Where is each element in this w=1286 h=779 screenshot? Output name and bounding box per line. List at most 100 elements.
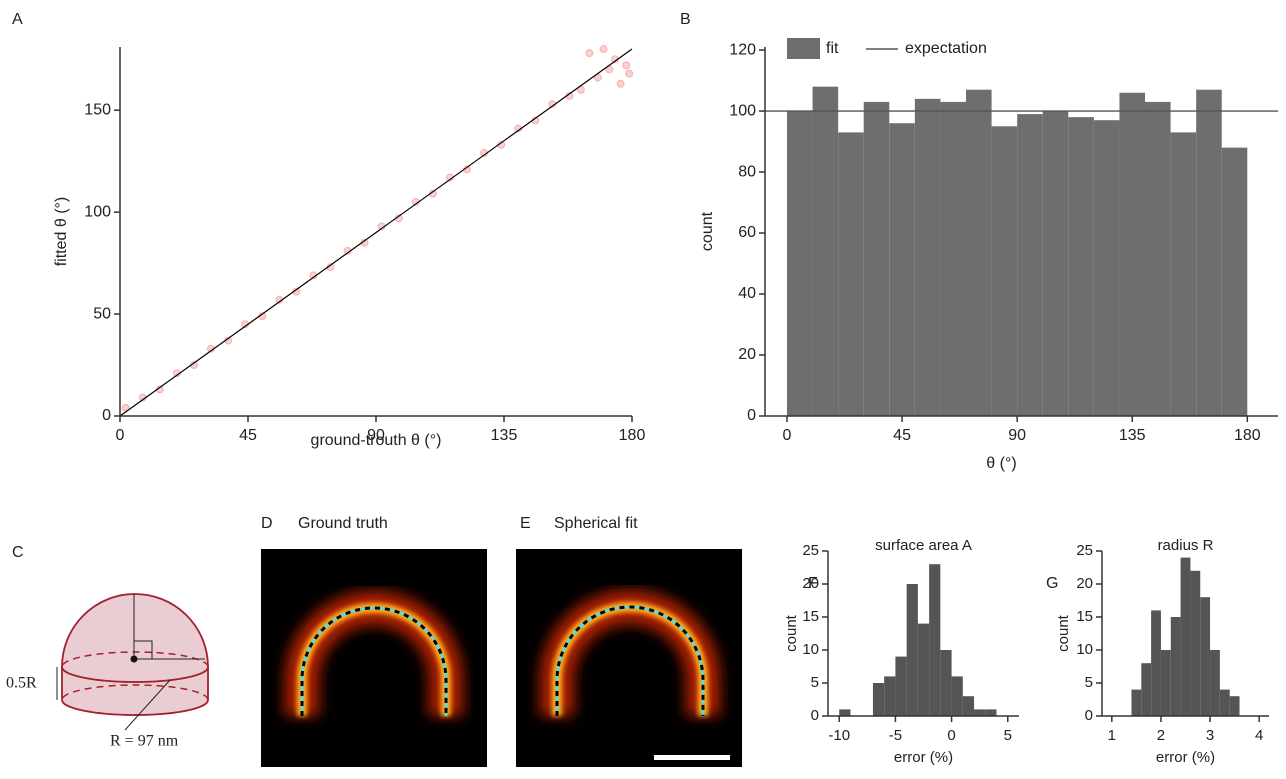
image-d <box>261 549 487 767</box>
panel-label: A <box>12 11 23 28</box>
panel-label: F <box>808 575 818 592</box>
histogram-bar <box>1221 147 1248 417</box>
histogram-bar <box>1141 663 1152 716</box>
x-tick-label: 90 <box>367 427 385 444</box>
histogram-bar <box>1170 132 1197 416</box>
x-tick-label: 4 <box>1255 727 1263 744</box>
panel-label: C <box>12 544 24 561</box>
radius-label: R = 97 nm <box>110 733 179 750</box>
y-tick-label: 25 <box>802 542 819 559</box>
histogram-bar <box>906 584 918 716</box>
histogram-bar <box>1196 89 1222 416</box>
histogram-bar <box>966 89 992 416</box>
scatter-point <box>622 61 631 70</box>
y-tick-label: 0 <box>747 407 756 424</box>
x-axis-label: θ (°) <box>986 455 1016 472</box>
y-tick-label: 15 <box>1076 608 1093 625</box>
histogram-bar <box>839 709 851 716</box>
y-tick-label: 100 <box>729 102 756 119</box>
y-axis-label: count <box>699 211 716 251</box>
histogram-bar <box>1160 650 1171 716</box>
y-tick-label: 5 <box>1085 674 1093 691</box>
histogram-bar <box>974 709 986 716</box>
panel-label: G <box>1046 575 1058 592</box>
histogram-bar <box>1190 570 1201 716</box>
y-tick-label: 50 <box>93 305 111 322</box>
histogram-bar <box>1229 696 1240 716</box>
y-tick-label: 80 <box>738 163 756 180</box>
x-tick-label: 45 <box>239 427 257 444</box>
y-tick-label: 150 <box>84 101 111 118</box>
x-tick-label: 5 <box>1004 727 1012 744</box>
y-tick-label: 0 <box>102 407 111 424</box>
histogram-bar <box>991 126 1018 417</box>
x-tick-label: 1 <box>1108 727 1116 744</box>
histogram-bar <box>863 101 890 416</box>
histogram-bar <box>914 98 941 417</box>
y-tick-label: 40 <box>738 285 756 302</box>
x-tick-label: 180 <box>1234 427 1261 444</box>
histogram-bar <box>951 676 963 716</box>
x-tick-label: 2 <box>1157 727 1165 744</box>
histogram-bar <box>1170 617 1181 716</box>
dome-diagram <box>56 593 209 731</box>
y-axis-label: count <box>1055 614 1072 652</box>
y-tick-label: 120 <box>729 41 756 58</box>
image-e <box>516 549 742 767</box>
height-label: 0.5R <box>6 675 37 692</box>
histogram-bar <box>1145 101 1171 416</box>
panel-label: D <box>261 515 273 532</box>
histogram-bar <box>838 132 864 416</box>
x-tick-label: 180 <box>619 427 646 444</box>
histogram-bar <box>1017 114 1043 416</box>
panel-label: B <box>680 11 691 28</box>
panel-label: E <box>520 515 531 532</box>
scatter-point <box>625 69 634 78</box>
scatter-point <box>585 49 594 58</box>
x-tick-label: 0 <box>783 427 792 444</box>
y-axis-label: count <box>783 614 800 652</box>
histogram-bar <box>812 86 839 417</box>
histogram-bar <box>917 623 930 716</box>
histogram-bar <box>962 696 975 716</box>
x-tick-label: 45 <box>893 427 911 444</box>
x-tick-label: -5 <box>889 727 902 744</box>
histogram-bar <box>1093 120 1120 416</box>
y-tick-label: 15 <box>802 608 819 625</box>
x-tick-label: 90 <box>1008 427 1026 444</box>
y-tick-label: 0 <box>811 707 819 724</box>
y-tick-label: 10 <box>802 641 819 658</box>
x-tick-label: 3 <box>1206 727 1214 744</box>
histogram-bar <box>786 111 813 416</box>
histogram-bar <box>929 564 941 716</box>
x-axis-label: error (%) <box>894 749 953 766</box>
histogram-bar <box>940 650 952 716</box>
x-tick-label: 135 <box>491 427 518 444</box>
scatter-point <box>616 79 625 88</box>
histogram-bar <box>872 683 885 716</box>
histogram-bar <box>1180 557 1191 716</box>
histogram-bar <box>1131 689 1142 716</box>
chart-title: surface area A <box>875 537 972 554</box>
histogram-bar <box>1200 597 1211 716</box>
y-tick-label: 20 <box>802 575 819 592</box>
histogram-bar <box>895 656 907 716</box>
chart-title: radius R <box>1158 537 1214 554</box>
y-tick-label: 5 <box>811 674 819 691</box>
y-tick-label: 100 <box>84 203 111 220</box>
x-tick-label: 0 <box>116 427 125 444</box>
histogram-bar <box>1219 689 1230 716</box>
x-tick-label: 135 <box>1119 427 1146 444</box>
x-tick-label: 0 <box>947 727 955 744</box>
legend-swatch <box>787 38 820 59</box>
histogram-bar <box>884 676 896 716</box>
y-tick-label: 20 <box>1076 575 1093 592</box>
y-axis-label: fitted θ (°) <box>53 197 70 267</box>
x-axis-label: error (%) <box>1156 749 1215 766</box>
histogram-bar <box>940 101 967 416</box>
y-tick-label: 10 <box>1076 641 1093 658</box>
histogram-bar <box>1119 92 1146 416</box>
histogram-bar <box>985 709 997 716</box>
x-axis-label: ground-trouth θ (°) <box>311 432 442 449</box>
